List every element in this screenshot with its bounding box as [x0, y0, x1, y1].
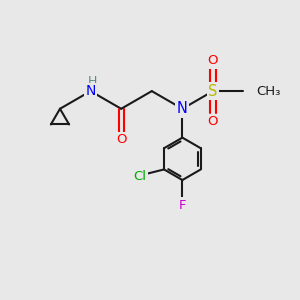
Text: F: F	[178, 199, 186, 212]
Text: S: S	[208, 84, 218, 99]
Text: O: O	[116, 134, 126, 146]
Text: O: O	[208, 54, 218, 67]
Text: H: H	[87, 75, 97, 88]
Text: CH₃: CH₃	[256, 85, 280, 98]
Text: O: O	[208, 115, 218, 128]
Text: N: N	[85, 84, 96, 98]
Text: N: N	[177, 101, 188, 116]
Text: Cl: Cl	[134, 170, 146, 183]
